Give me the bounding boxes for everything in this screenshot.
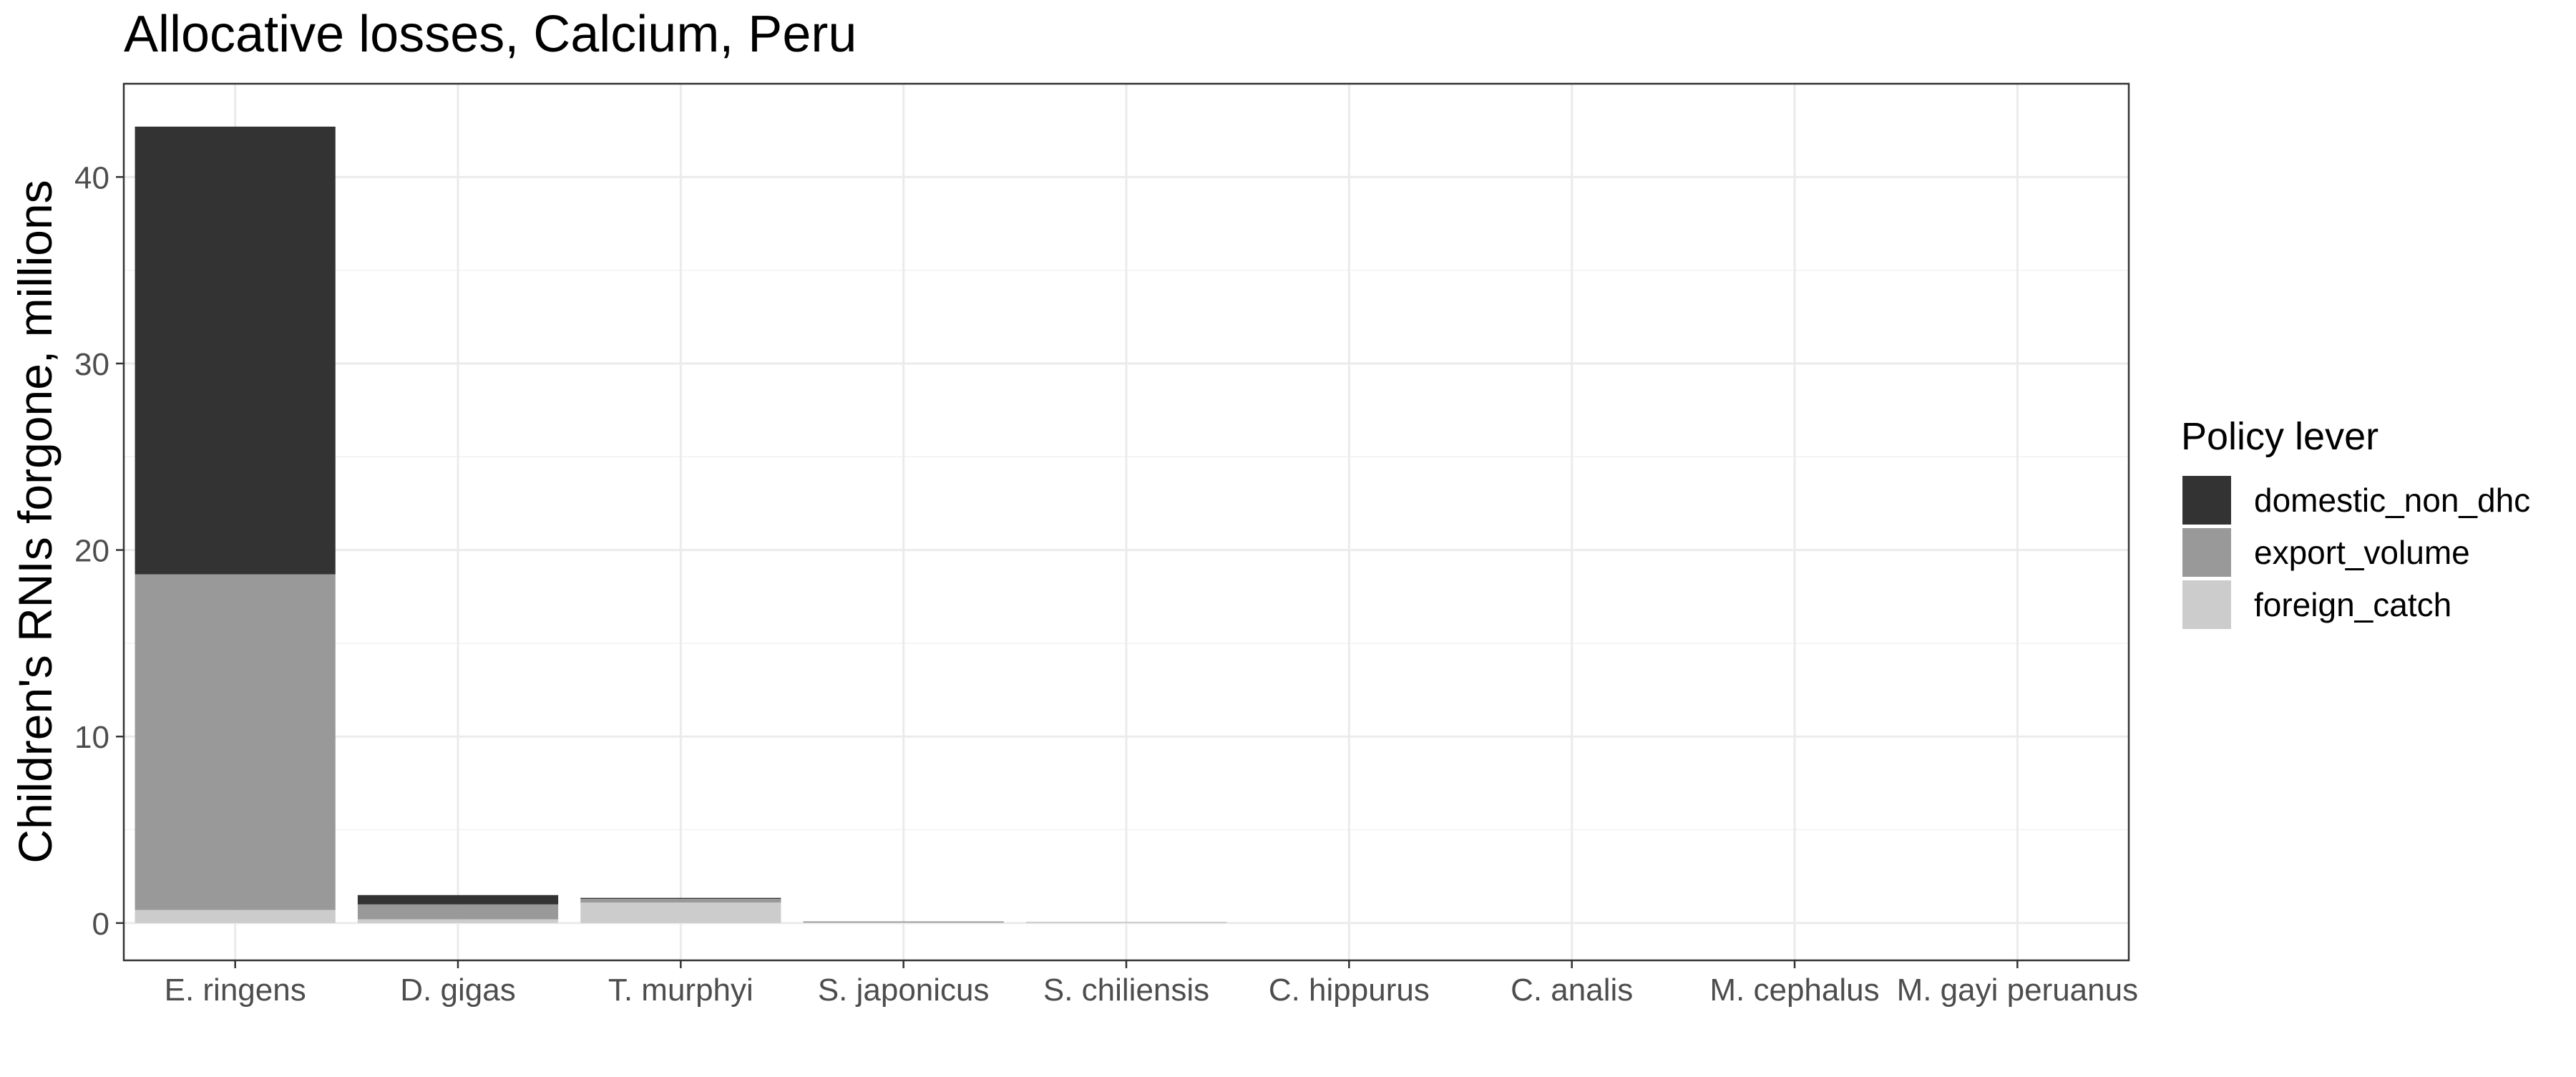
bar-export_volume — [135, 574, 336, 910]
legend-label-domestic_non_dhc: domestic_non_dhc — [2254, 482, 2530, 519]
legend: Policy lever domestic_non_dhc export_volu… — [2181, 415, 2530, 629]
legend-key-export_volume — [2182, 528, 2231, 577]
x-tick-label: D. gigas — [400, 973, 515, 1008]
bar-domestic_non_dhc — [135, 126, 336, 575]
legend-label-export_volume: export_volume — [2254, 534, 2470, 571]
y-tick-label: 0 — [92, 907, 109, 942]
bar-foreign_catch — [1025, 922, 1227, 923]
x-tick-label: M. gayi peruanus — [1897, 973, 2139, 1008]
x-axis: E. ringens D. gigas T. murphyi S. japonicus… — [165, 960, 2138, 1008]
legend-key-domestic_non_dhc — [2182, 476, 2231, 525]
legend-key-foreign_catch — [2182, 580, 2231, 629]
bar-domestic_non_dhc — [580, 897, 781, 899]
x-tick-label: T. murphyi — [608, 973, 753, 1008]
x-tick-label: C. hippurus — [1269, 973, 1430, 1008]
x-tick-label: S. chiliensis — [1043, 973, 1209, 1008]
y-tick-label: 10 — [74, 720, 109, 755]
legend-label-foreign_catch: foreign_catch — [2254, 586, 2451, 623]
y-tick-label: 20 — [74, 534, 109, 569]
bar-foreign_catch — [580, 902, 781, 923]
y-tick-label: 40 — [74, 160, 109, 195]
bar-export_volume — [1025, 922, 1227, 923]
y-tick-label: 30 — [74, 347, 109, 382]
x-tick-label: E. ringens — [165, 973, 306, 1008]
bar-export_volume — [580, 898, 781, 903]
bar-foreign_catch — [135, 910, 336, 923]
y-axis: 0 10 20 30 40 — [74, 160, 124, 942]
bar-export_volume — [357, 904, 559, 920]
bars — [135, 126, 1227, 923]
y-axis-label: Children's RNIs forgone, millions — [9, 180, 62, 863]
bar-foreign_catch — [357, 919, 559, 923]
x-tick-label: S. japonicus — [818, 973, 990, 1008]
legend-title: Policy lever — [2181, 415, 2379, 458]
chart-title: Allocative losses, Calcium, Peru — [124, 6, 857, 63]
bar-foreign_catch — [803, 922, 1004, 923]
x-tick-label: C. analis — [1511, 973, 1633, 1008]
x-tick-label: M. cephalus — [1709, 973, 1879, 1008]
bar-domestic_non_dhc — [357, 895, 559, 905]
